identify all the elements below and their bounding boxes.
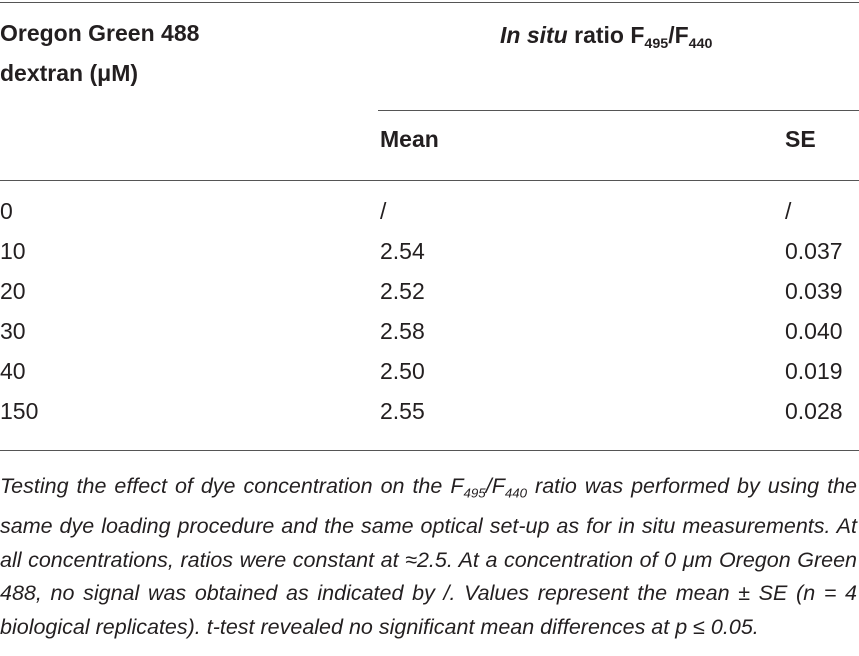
table-cell: 150 <box>0 398 39 424</box>
table-cell: 40 <box>0 358 26 384</box>
footnote-segment: ≤ 0.05. <box>687 614 759 639</box>
ratio-segment: In situ <box>500 22 568 48</box>
table-cell: 10 <box>0 238 26 264</box>
table-cell: 0.037 <box>785 238 843 264</box>
header-rule <box>378 110 859 111</box>
table-cell: 0.039 <box>785 278 843 304</box>
table-cell: 0.040 <box>785 318 843 344</box>
table-cell: 2.52 <box>380 278 425 304</box>
header-ratio: In situ ratio F495/F440 <box>500 22 712 52</box>
footnote-segment: 495 <box>463 485 486 501</box>
table-cell: 20 <box>0 278 26 304</box>
footnote-segment: /F <box>485 474 505 498</box>
ratio-segment: ratio F <box>567 22 645 48</box>
footnote-segment: Testing the effect of dye concentration … <box>0 474 464 498</box>
header-concentration-line: Oregon Green 488 <box>0 20 200 46</box>
ratio-segment: /F <box>668 22 689 48</box>
ratio-segment: 495 <box>644 35 669 52</box>
header-se: SE <box>785 126 816 152</box>
top-rule <box>0 2 859 3</box>
bottom-rule <box>0 450 859 451</box>
table-cell: 2.50 <box>380 358 425 384</box>
footnote: Testing the effect of dye concentration … <box>0 470 857 644</box>
header-mean: Mean <box>380 126 439 152</box>
footnote-segment: ratio was performed by using the same dy… <box>0 474 857 539</box>
header-bottom-rule <box>0 180 859 181</box>
footnote-segment: p <box>675 614 688 639</box>
table-cell: 30 <box>0 318 26 344</box>
table-cell: 0 <box>0 198 13 224</box>
table-cell: 2.54 <box>380 238 425 264</box>
table-cell: 2.55 <box>380 398 425 424</box>
table-cell: 2.58 <box>380 318 425 344</box>
footnote-segment: 440 <box>504 485 528 501</box>
table-cell: / <box>380 198 387 224</box>
table-cell: 0.019 <box>785 358 843 384</box>
table-cell: / <box>785 198 792 224</box>
ratio-segment: 440 <box>688 35 713 52</box>
table-cell: 0.028 <box>785 398 843 424</box>
header-concentration-line: dextran (μM) <box>0 60 139 86</box>
footnote-segment: situ measurements. At all concentrations… <box>0 514 857 639</box>
